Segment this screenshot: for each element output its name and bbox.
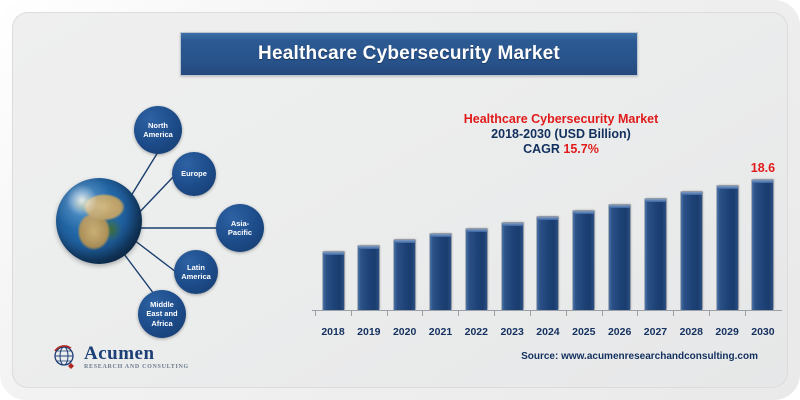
region-bubble-label: Middle East and Africa <box>146 299 178 328</box>
company-logo: Acumen RESEARCH AND CONSULTING <box>52 344 189 370</box>
x-axis-label: 2023 <box>500 326 524 338</box>
x-axis-tick <box>673 311 708 316</box>
bar-slot <box>710 180 744 310</box>
cagr-label: CAGR <box>523 142 564 156</box>
x-axis-label: 2029 <box>715 326 739 338</box>
globe-icon <box>56 178 142 264</box>
chart-cagr: CAGR 15.7% <box>366 142 756 157</box>
regions-diagram: North America Europe Asia- Pacific Latin… <box>42 100 302 340</box>
bar-slot <box>459 180 493 310</box>
x-axis-label: 2025 <box>572 326 596 338</box>
x-axis-labels: 2018 2019 2020 2021 2022 2023 2024 2025 2026 2027… <box>316 326 780 338</box>
source-text: Source: www.acumenresearchandconsulting.… <box>521 351 758 362</box>
x-axis-tick <box>386 311 422 316</box>
x-axis-tick <box>458 311 493 316</box>
x-axis-tick <box>529 311 565 316</box>
x-axis-ticks <box>315 311 780 316</box>
cagr-value: 15.7% <box>563 142 599 156</box>
bar-slot <box>388 180 422 310</box>
region-bubble-europe[interactable]: Europe <box>172 152 216 196</box>
x-axis-tick <box>565 311 601 316</box>
chart-plot-area: 18.6 2018 2019 2020 2021 2022 2023 2024 2025 202… <box>310 161 784 344</box>
x-axis-label: 2019 <box>357 326 381 338</box>
x-axis-label: 2028 <box>679 326 703 338</box>
region-bubble-label: Europe <box>181 169 207 179</box>
chart-bar[interactable] <box>609 205 631 310</box>
bar-slot <box>674 180 708 310</box>
x-axis-tick <box>601 311 637 316</box>
chart-bar[interactable] <box>680 191 702 310</box>
region-bubble-label: Latin America <box>181 262 211 282</box>
bar-slot <box>531 180 565 310</box>
chart-bar[interactable]: 18.6 <box>751 161 775 310</box>
bar-slot <box>352 180 386 310</box>
x-axis-label: 2018 <box>321 326 345 338</box>
x-axis-label: 2021 <box>428 326 453 338</box>
chart-title: Healthcare Cybersecurity Market <box>463 112 659 126</box>
chart-bar[interactable] <box>358 245 380 310</box>
chart-bar[interactable] <box>716 186 738 310</box>
bar-value-label: 18.6 <box>750 161 776 175</box>
logo-tagline: RESEARCH AND CONSULTING <box>84 364 189 370</box>
chart-subtitle: 2018-2030 (USD Billion) <box>491 127 631 141</box>
x-axis-label: 2024 <box>536 326 560 338</box>
x-axis-tick <box>637 311 672 316</box>
chart-bar[interactable] <box>322 251 344 310</box>
region-bubble-asia-pacific[interactable]: Asia- Pacific <box>216 204 264 252</box>
chart-heading: Healthcare Cybersecurity Market 2018-203… <box>366 112 756 157</box>
chart-bar[interactable] <box>573 210 595 310</box>
chart-bar[interactable] <box>644 199 666 310</box>
bar-slot <box>423 180 457 310</box>
bar-slot <box>567 180 601 310</box>
region-bubble-label: North America <box>143 120 173 140</box>
x-axis-tick <box>315 311 350 316</box>
x-axis-label: 2022 <box>464 326 488 338</box>
region-bubble-north-america[interactable]: North America <box>134 106 182 154</box>
acumen-globe-logo-icon <box>52 344 78 370</box>
region-bubble-label: Asia- Pacific <box>227 218 253 238</box>
region-bubble-latin-america[interactable]: Latin America <box>174 250 218 294</box>
page-title: Healthcare Cybersecurity Market <box>258 43 560 64</box>
x-axis-label: 2030 <box>751 326 775 338</box>
chart-bar[interactable] <box>429 233 451 310</box>
bar-slot <box>603 180 637 310</box>
x-axis-tick <box>422 311 457 316</box>
x-axis-label: 2026 <box>607 326 632 338</box>
x-axis-label: 2027 <box>643 326 668 338</box>
chart-bar[interactable] <box>501 223 523 310</box>
bar-slot <box>316 180 350 310</box>
region-bubble-middle-east-africa[interactable]: Middle East and Africa <box>138 290 186 338</box>
bar-slot <box>495 180 529 310</box>
x-axis-label: 2020 <box>392 326 417 338</box>
page-title-bar: Healthcare Cybersecurity Market <box>180 32 638 76</box>
chart-bars: 18.6 <box>316 161 780 310</box>
logo-brand: Acumen <box>84 343 155 364</box>
logo-text: Acumen RESEARCH AND CONSULTING <box>84 344 189 370</box>
market-bar-chart: Healthcare Cybersecurity Market 2018-203… <box>308 112 786 344</box>
chart-bar[interactable] <box>537 217 559 310</box>
x-axis-tick <box>709 311 744 316</box>
x-axis-tick <box>744 311 780 316</box>
x-axis-line <box>312 310 782 311</box>
x-axis-tick <box>350 311 386 316</box>
chart-bar[interactable] <box>394 240 416 310</box>
bar-slot: 18.6 <box>746 161 780 310</box>
x-axis-tick <box>494 311 529 316</box>
infographic-panel: Healthcare Cybersecurity Market North Am… <box>12 12 788 388</box>
bar-slot <box>638 180 672 310</box>
chart-bar[interactable] <box>465 228 487 310</box>
